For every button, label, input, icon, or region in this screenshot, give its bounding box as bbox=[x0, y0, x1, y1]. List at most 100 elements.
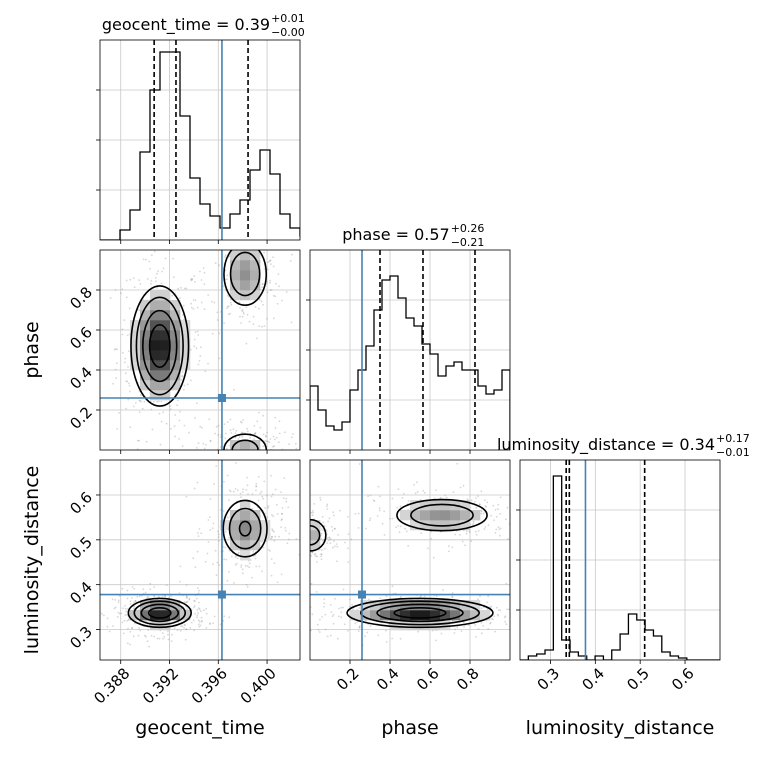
sample-point bbox=[328, 537, 331, 539]
sample-point bbox=[444, 494, 447, 497]
sample-point bbox=[202, 267, 205, 269]
sample-point bbox=[254, 464, 256, 466]
sample-point bbox=[397, 525, 400, 527]
sample-point bbox=[209, 498, 212, 500]
sample-point bbox=[276, 581, 279, 584]
sample-point bbox=[377, 634, 380, 637]
density-cell bbox=[170, 360, 181, 371]
sample-point bbox=[231, 451, 233, 453]
sample-point bbox=[213, 301, 216, 304]
sample-point bbox=[129, 390, 131, 393]
sample-point bbox=[125, 279, 128, 282]
sample-point bbox=[262, 475, 264, 477]
sample-point bbox=[145, 440, 148, 443]
sample-point bbox=[290, 551, 292, 553]
sample-point bbox=[320, 532, 323, 535]
sample-point bbox=[114, 289, 117, 291]
sample-point bbox=[228, 537, 230, 539]
sample-point bbox=[323, 605, 325, 608]
sample-point bbox=[228, 616, 231, 619]
density-cell bbox=[450, 600, 461, 611]
sample-point bbox=[196, 402, 198, 404]
sample-point bbox=[333, 540, 335, 543]
sample-point bbox=[364, 635, 366, 637]
sample-point bbox=[214, 432, 216, 435]
sample-point bbox=[181, 375, 184, 378]
sample-point bbox=[430, 530, 432, 533]
sample-point bbox=[313, 503, 316, 505]
density-cell bbox=[130, 360, 141, 371]
sample-point bbox=[245, 306, 248, 308]
sample-point bbox=[182, 304, 185, 307]
sample-point bbox=[189, 627, 192, 629]
sample-point bbox=[319, 618, 321, 621]
density-cell bbox=[240, 540, 251, 551]
density-cell bbox=[430, 620, 441, 631]
sample-point bbox=[197, 442, 200, 444]
sample-point bbox=[106, 625, 109, 628]
sample-point bbox=[253, 453, 255, 455]
sample-point bbox=[558, 520, 560, 522]
sample-point bbox=[330, 611, 333, 613]
sample-point bbox=[307, 538, 309, 540]
sample-point bbox=[239, 492, 242, 495]
sample-point bbox=[389, 517, 391, 520]
sample-point bbox=[482, 625, 485, 627]
sample-point bbox=[156, 286, 159, 289]
sample-point bbox=[470, 540, 473, 543]
sample-point bbox=[336, 637, 339, 640]
sample-point bbox=[273, 438, 276, 441]
sample-point bbox=[269, 279, 272, 282]
sample-point bbox=[518, 511, 520, 513]
sample-point bbox=[311, 551, 314, 554]
sample-point bbox=[261, 495, 264, 498]
sample-point bbox=[217, 434, 220, 437]
sample-point bbox=[118, 412, 120, 414]
sample-point bbox=[227, 246, 229, 248]
sample-point bbox=[258, 411, 260, 414]
sample-point bbox=[230, 432, 233, 434]
sample-point bbox=[249, 436, 252, 439]
sample-point bbox=[123, 619, 126, 622]
sample-point bbox=[267, 261, 269, 264]
sample-point bbox=[126, 614, 129, 616]
density-cell bbox=[170, 340, 181, 351]
sample-point bbox=[323, 547, 326, 550]
sample-point bbox=[354, 513, 357, 515]
sample-point bbox=[320, 537, 323, 540]
sample-point bbox=[305, 528, 307, 530]
density-cell bbox=[140, 610, 151, 621]
sample-point bbox=[274, 427, 277, 429]
sample-point bbox=[141, 407, 144, 410]
sample-point bbox=[512, 612, 514, 614]
density-cell bbox=[460, 610, 471, 621]
sample-point bbox=[276, 479, 278, 481]
sample-point bbox=[288, 517, 290, 519]
sample-point bbox=[222, 546, 225, 548]
sample-point bbox=[281, 299, 283, 302]
sample-point bbox=[272, 515, 275, 518]
sample-point bbox=[512, 507, 514, 509]
sample-point bbox=[293, 536, 295, 538]
sample-point bbox=[134, 402, 137, 404]
sample-point bbox=[205, 612, 208, 615]
sample-point bbox=[321, 616, 323, 618]
sample-point bbox=[276, 513, 279, 515]
sample-point bbox=[150, 634, 153, 637]
sample-point bbox=[234, 234, 236, 236]
sample-point bbox=[487, 595, 490, 598]
sample-point bbox=[193, 338, 196, 341]
sample-point bbox=[320, 528, 323, 530]
sample-point bbox=[465, 532, 468, 535]
sample-point bbox=[261, 540, 264, 542]
sample-point bbox=[486, 608, 489, 610]
density-cell bbox=[250, 250, 261, 261]
sample-point bbox=[323, 602, 326, 605]
sample-point bbox=[478, 503, 481, 506]
sample-point bbox=[286, 542, 289, 545]
sample-point bbox=[329, 634, 332, 637]
sample-point bbox=[254, 557, 257, 560]
sample-point bbox=[489, 606, 492, 609]
sample-point bbox=[106, 617, 109, 620]
sample-point bbox=[138, 439, 141, 442]
